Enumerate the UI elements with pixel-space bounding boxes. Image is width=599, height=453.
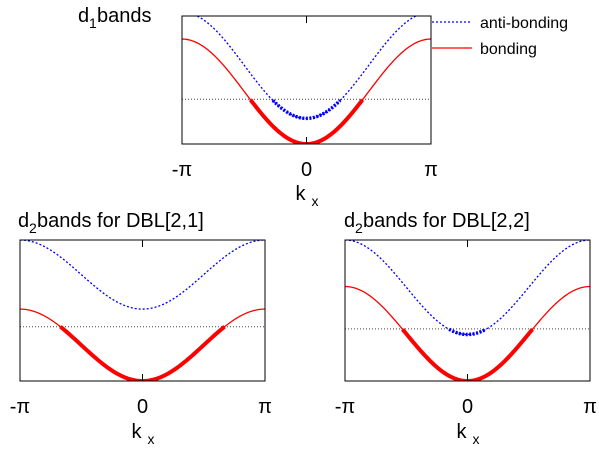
anti-bonding-occupied-curve bbox=[448, 327, 487, 337]
legend: anti-bonding bonding bbox=[432, 15, 568, 58]
panel-title: d bbox=[18, 210, 29, 232]
bonding-band-curve bbox=[20, 308, 265, 381]
panel-title-subscript: 2 bbox=[355, 220, 363, 236]
plot-frame bbox=[181, 15, 432, 145]
x-tick-label: π bbox=[583, 396, 597, 418]
plot-frame bbox=[19, 239, 266, 382]
anti-bonding-band-curve bbox=[195, 16, 418, 120]
panel-title-rest: bands bbox=[97, 5, 152, 27]
x-tick-label: π bbox=[424, 159, 438, 181]
bonding-occupied-curve bbox=[248, 98, 365, 144]
chart-panel-2: -π 0 π k x d 2 bands for DBL[2,1] bbox=[10, 210, 272, 447]
x-axis-label-subscript: x bbox=[473, 431, 480, 447]
anti-bonding-band-curve bbox=[345, 240, 590, 336]
anti-bonding-band-curve bbox=[20, 240, 265, 310]
x-tick-label: 0 bbox=[301, 159, 312, 181]
x-axis-label-subscript: x bbox=[148, 431, 155, 447]
panel-title: d bbox=[78, 5, 89, 27]
bonding-occupied-curve bbox=[401, 328, 534, 381]
x-axis-label-subscript: x bbox=[312, 193, 319, 209]
x-axis-label: k bbox=[457, 421, 468, 443]
x-tick-label: 0 bbox=[462, 396, 473, 418]
x-tick-label: -π bbox=[10, 396, 30, 418]
bonding-band-curve bbox=[182, 38, 431, 144]
panel-title: d bbox=[344, 210, 355, 232]
anti-bonding-occupied-curve bbox=[271, 99, 342, 121]
x-tick-label: 0 bbox=[137, 396, 148, 418]
x-axis-label: k bbox=[296, 183, 307, 205]
bonding-occupied-curve bbox=[59, 325, 226, 381]
panel-title-rest: bands for DBL[2,2] bbox=[363, 210, 530, 232]
x-tick-label: -π bbox=[172, 159, 192, 181]
panel-title-subscript: 1 bbox=[89, 15, 97, 31]
chart-panel-3: -π 0 π k x d 2 bands for DBL[2,2] bbox=[335, 210, 597, 447]
x-axis-label: k bbox=[132, 421, 143, 443]
bonding-band-curve bbox=[345, 285, 590, 381]
legend-label: anti-bonding bbox=[480, 15, 568, 32]
legend-label: bonding bbox=[480, 41, 537, 58]
panel-title-subscript: 2 bbox=[29, 220, 37, 236]
x-tick-label: π bbox=[258, 396, 272, 418]
panel-title-rest: bands for DBL[2,1] bbox=[37, 210, 204, 232]
chart-panel-1: -π 0 π k x d 1 bands anti-bonding bonding bbox=[78, 5, 568, 209]
plot-frame bbox=[344, 239, 591, 382]
x-tick-label: -π bbox=[335, 396, 355, 418]
